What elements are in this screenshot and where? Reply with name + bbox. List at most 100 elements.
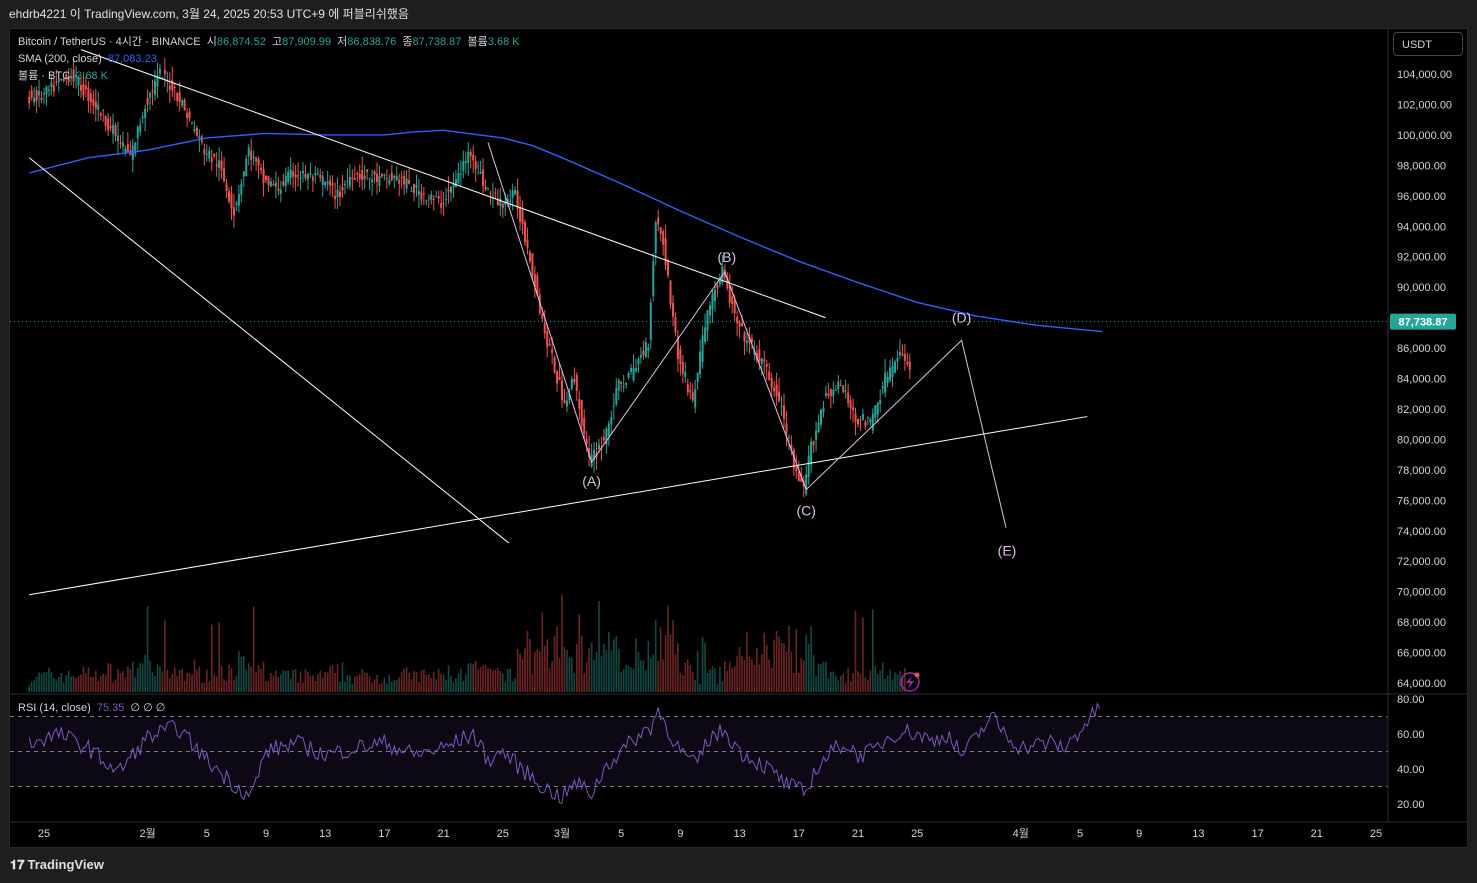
candle-body (188, 111, 191, 118)
candle-body (632, 367, 635, 380)
candle-body (205, 153, 208, 155)
candle-body (474, 160, 477, 170)
candle-body (422, 193, 425, 195)
volume-bar (580, 635, 583, 692)
volume-bar (109, 663, 112, 692)
volume-bar (637, 652, 640, 692)
volume-bar (600, 656, 603, 692)
volume-bar (689, 664, 692, 692)
candle-body (70, 75, 73, 79)
footer-bar (0, 848, 1477, 883)
volume-bar (617, 648, 620, 692)
volume-bar (391, 681, 393, 692)
candle-body (743, 332, 746, 342)
candle-body (674, 317, 677, 333)
legend-sma-row[interactable]: SMA (200, close) 87,083.23 (18, 51, 520, 68)
candle-body (815, 430, 818, 441)
volume-bar (400, 672, 403, 692)
volume-bar (608, 631, 610, 692)
legend-volume-row[interactable]: 볼륨 · BTC 3.68 K (18, 68, 520, 85)
wave-label-e: (E) (998, 543, 1017, 559)
candle-body (558, 376, 561, 381)
volume-bar (48, 667, 50, 692)
candle-body (898, 351, 901, 356)
rsi-label[interactable]: RSI (14, close) (18, 702, 91, 714)
candle-body (639, 355, 642, 358)
price-tick-label: 76,000.00 (1397, 495, 1446, 507)
volume-bar (642, 659, 645, 692)
currency-button[interactable]: USDT (1393, 32, 1463, 56)
volume-bar (775, 630, 778, 692)
volume-bar (235, 676, 238, 692)
volume-bar (428, 674, 430, 692)
volume-bar (881, 662, 884, 692)
time-tick-label: 17 (1251, 828, 1263, 840)
volume-bar (568, 657, 571, 692)
volume-bar (487, 668, 489, 692)
volume-bar (761, 654, 763, 692)
candle-body (780, 406, 783, 408)
volume-bar (280, 674, 282, 692)
time-tick-label: 9 (1136, 828, 1142, 840)
volume-bar (479, 667, 482, 692)
volume-bar (724, 661, 726, 692)
volume-bar (872, 609, 874, 692)
volume-bar (869, 670, 872, 692)
volume-bar (65, 675, 67, 692)
volume-bar (615, 635, 618, 692)
candle-body (546, 331, 549, 347)
candle-body (198, 136, 201, 140)
legend-symbol-row[interactable]: Bitcoin / TetherUS · 4시간 · BINANCE 시86,8… (18, 34, 520, 51)
symbol-name[interactable]: Bitcoin / TetherUS · 4시간 · BINANCE (18, 36, 201, 48)
candle-body (353, 178, 356, 180)
volume-bar (67, 670, 70, 692)
volume-bar (218, 622, 220, 692)
candle-body (896, 357, 899, 362)
volume-bar (151, 672, 154, 692)
candle-body (282, 181, 285, 186)
time-tick-label: 17 (378, 828, 390, 840)
candle-body (363, 175, 366, 179)
candle-body (553, 357, 556, 373)
vol-indicator-label[interactable]: 볼륨 · BTC (18, 70, 71, 82)
candle-body (822, 407, 825, 413)
chart-frame[interactable] (9, 28, 1468, 848)
candle-body (773, 387, 776, 392)
volume-bar (50, 671, 53, 692)
candle-body (203, 149, 206, 155)
candle-body (267, 175, 270, 185)
volume-bar (319, 670, 322, 692)
volume-bar (294, 669, 297, 692)
volume-bar (583, 673, 585, 692)
volume-bar (302, 682, 304, 692)
volume-bar (694, 680, 696, 692)
volume-bar (711, 665, 714, 692)
price-tick-label: 92,000.00 (1397, 252, 1446, 264)
sma-label[interactable]: SMA (200, close) (18, 53, 102, 65)
volume-bar (358, 674, 361, 692)
time-tick-label: 13 (319, 828, 331, 840)
candle-body (215, 164, 218, 167)
volume-bar (339, 681, 341, 692)
lightning-icon (900, 672, 920, 692)
candle-body (67, 75, 70, 83)
volume-bar (657, 660, 659, 692)
volume-bar (859, 674, 862, 692)
candle-body (854, 413, 857, 422)
close-label: 종 (402, 36, 413, 48)
volume-bar (674, 653, 677, 692)
candle-body (543, 322, 546, 334)
candle-body (783, 405, 785, 419)
candle-body (829, 388, 832, 397)
candle-body (269, 181, 272, 187)
candle-body (109, 126, 112, 129)
tradingview-logo[interactable]: 𝟏𝟕 TradingView (10, 857, 104, 873)
candle-body (521, 209, 524, 224)
candle-body (627, 373, 630, 378)
volume-bar (548, 668, 551, 692)
volume-value: 3.68 K (487, 36, 520, 48)
candle-body (701, 335, 704, 362)
price-tick-label: 84,000.00 (1397, 374, 1446, 386)
rsi-legend[interactable]: RSI (14, close) 75.35 ∅ ∅ ∅ (18, 701, 165, 714)
